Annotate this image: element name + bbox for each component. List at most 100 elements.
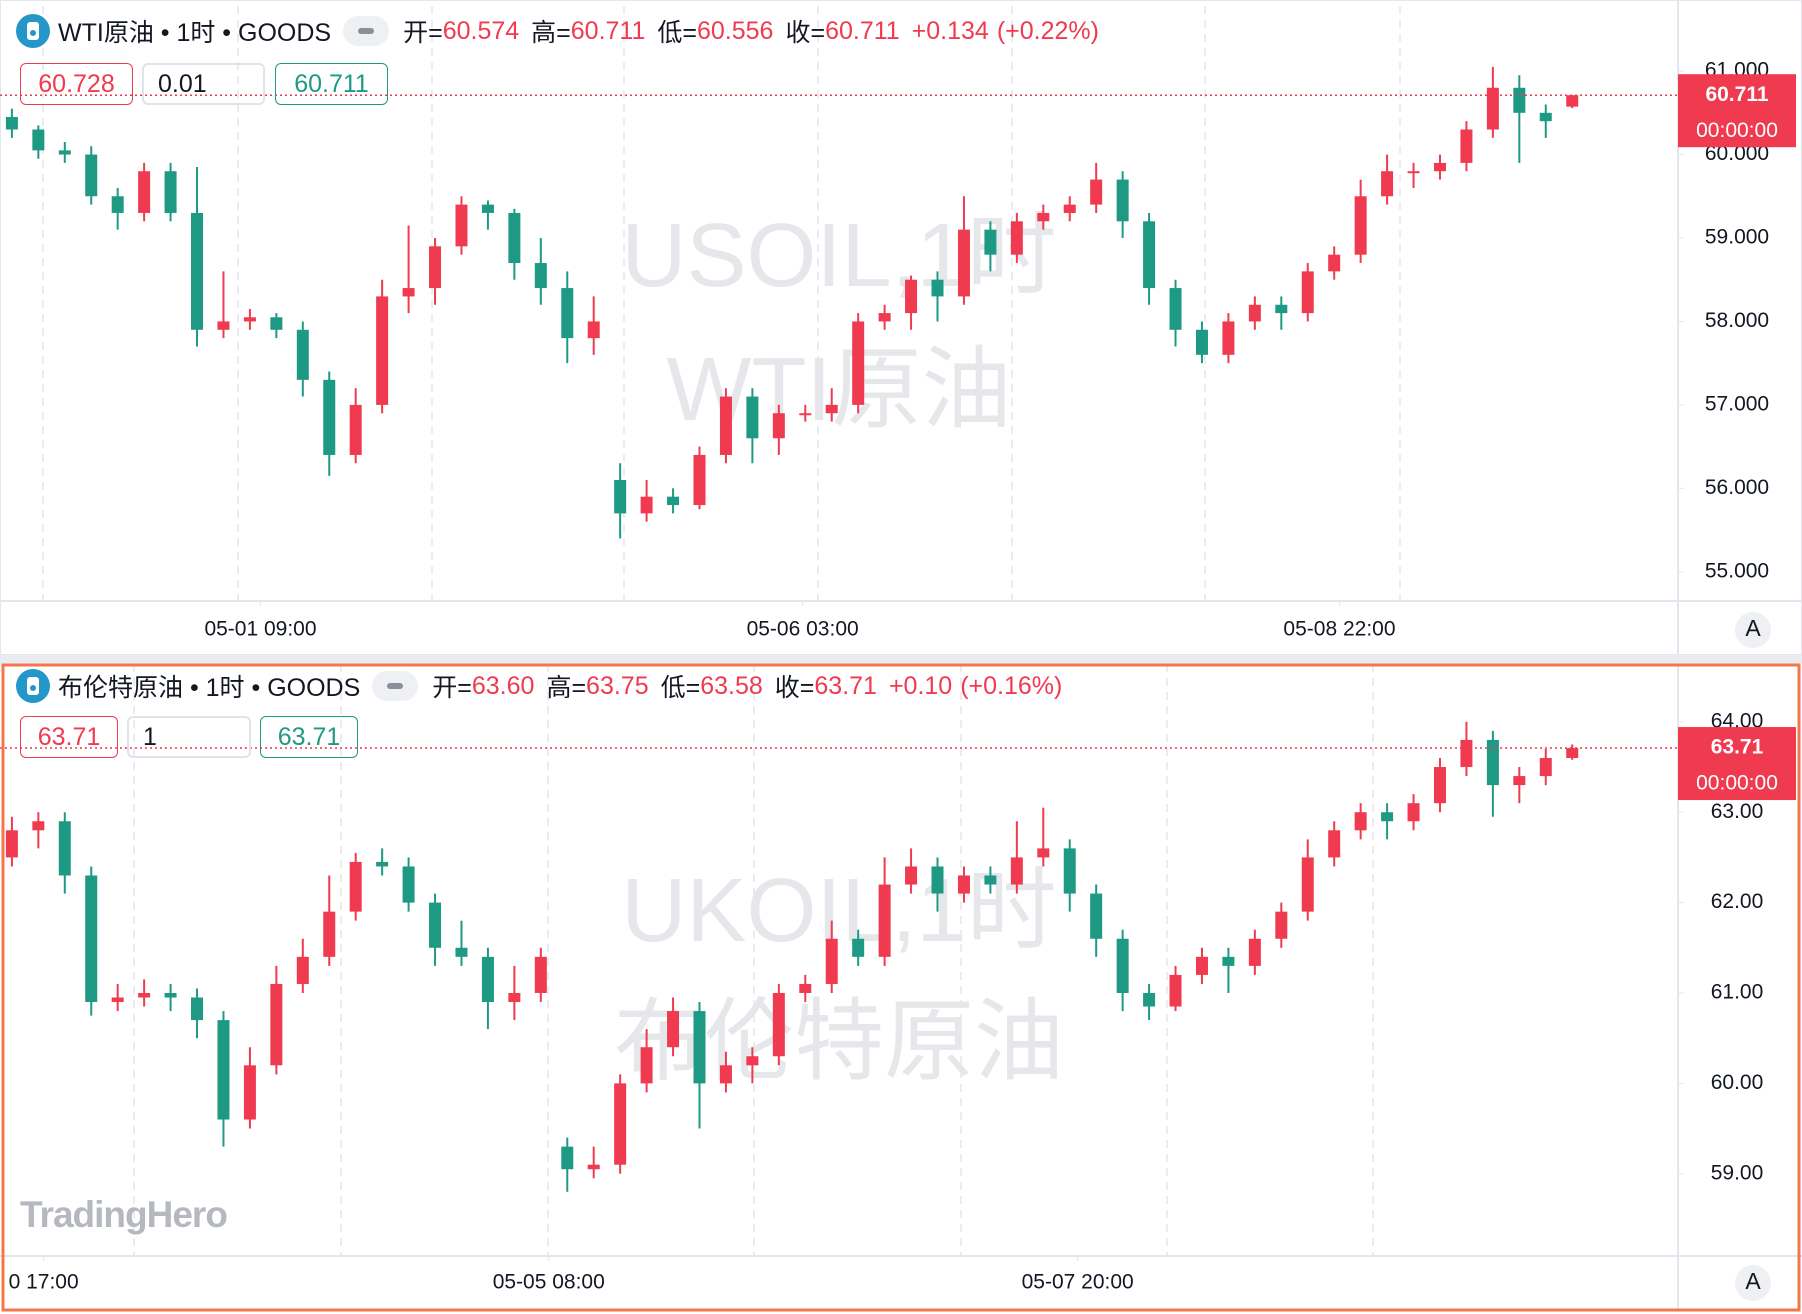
candle-body (799, 413, 812, 416)
candle-body (5, 116, 18, 130)
candle-body (614, 1083, 627, 1165)
legend: WTI原油 • 1时 • GOODS 开= 60.574 高= 60.711 低= 6… (16, 13, 1099, 49)
candle-body (481, 204, 494, 213)
candle-body (1328, 830, 1341, 858)
watermark: WTI原油 (667, 340, 1012, 440)
y-tick-label: 60.00 (1711, 1071, 1764, 1094)
candle-body (825, 404, 838, 414)
countdown: 00:00:00 (1696, 772, 1778, 795)
y-tick-label: 59.000 (1705, 226, 1769, 249)
candle-body (85, 875, 98, 1003)
candle-body (270, 983, 283, 1066)
candle-body (719, 396, 732, 455)
auto-scale-button[interactable] (1735, 1265, 1771, 1301)
buy-price[interactable]: 60.711 (275, 63, 388, 105)
candle-body (561, 288, 574, 339)
candle-body (1486, 87, 1499, 130)
candle-body (243, 317, 256, 322)
candle-body (1407, 171, 1420, 174)
sell-price[interactable]: 60.728 (20, 63, 133, 105)
open-label: 开= (432, 674, 472, 702)
y-tick-label: 59.00 (1711, 1161, 1764, 1184)
candle-body (1090, 179, 1103, 205)
candle-body (640, 496, 653, 514)
candle-body (1381, 171, 1394, 197)
candle-body (32, 129, 45, 151)
logo: TradingHero (20, 1194, 228, 1235)
candle-body (508, 992, 521, 1003)
candle-body (746, 1056, 759, 1066)
x-tick-label: 05-07 20:00 (1022, 1271, 1134, 1294)
candle-body (1063, 848, 1076, 894)
candle-body (243, 1065, 256, 1120)
watermark: UKOIL,1时 (621, 861, 1056, 961)
candle-body (1037, 848, 1050, 858)
candle-body (1222, 321, 1235, 355)
change-pct: (+0.16%) (960, 671, 1063, 700)
low-label: 低= (657, 19, 697, 47)
candle-body (957, 229, 970, 297)
candle-body (58, 821, 71, 876)
watermark: 布伦特原油 (614, 992, 1064, 1092)
candle-body (1063, 204, 1076, 213)
candle-body (878, 313, 891, 322)
x-tick-label: 05-06 03:00 (747, 618, 859, 641)
candle-body (455, 947, 468, 957)
x-tick-label: 05-05 08:00 (493, 1271, 605, 1294)
candle-body (349, 861, 362, 912)
candle-body (376, 861, 389, 867)
candle-body (1433, 162, 1446, 172)
auto-scale-label[interactable]: A (1745, 615, 1761, 641)
legend: 布伦特原油 • 1时 • GOODS 开= 63.60 高= 63.75 低= 63.… (16, 668, 1062, 704)
candle-body (164, 171, 177, 213)
auto-scale-button[interactable] (1735, 612, 1771, 648)
candle-body (852, 321, 865, 405)
panel-separator (0, 655, 1802, 664)
low-label: 低= (660, 674, 701, 702)
change-pct: (+0.22%) (996, 16, 1099, 45)
price-tag (1678, 727, 1796, 801)
candle-body (719, 1065, 732, 1084)
candle-body (1381, 812, 1394, 822)
candle-body (217, 321, 230, 330)
candle-body (1116, 179, 1129, 222)
candle-body (429, 246, 442, 289)
candle-body (799, 983, 812, 993)
buy-price[interactable]: 63.71 (260, 716, 358, 758)
candle-body (1328, 254, 1341, 272)
sell-price[interactable]: 63.71 (20, 716, 118, 758)
candle-body (1116, 938, 1129, 993)
price-tag-label: 60.711 (1705, 83, 1768, 106)
candle-body (1037, 212, 1050, 222)
candle-body (1354, 196, 1367, 255)
open-value: 60.574 (442, 16, 520, 45)
candle-body (1566, 748, 1579, 758)
candle-body (693, 454, 706, 506)
quantity-input[interactable]: 1 (127, 716, 251, 758)
y-tick-label: 61.00 (1711, 981, 1764, 1004)
toggle[interactable] (343, 16, 390, 46)
y-tick-label: 64.00 (1711, 709, 1764, 732)
toggle[interactable] (372, 671, 419, 701)
symbol-title: WTI原油 • 1时 • GOODS (58, 19, 332, 47)
candle-body (1195, 329, 1208, 355)
symbol-icon (16, 669, 50, 703)
quantity-input[interactable]: 0.01 (142, 63, 265, 105)
candle-body (1169, 974, 1182, 1007)
candle-body (138, 992, 151, 998)
candle-body (1460, 739, 1473, 768)
candle-body (349, 404, 362, 455)
auto-scale-label[interactable]: A (1745, 1268, 1761, 1294)
candle-body (1275, 911, 1288, 939)
low-value: 60.556 (696, 16, 774, 45)
candle-body (561, 1146, 574, 1170)
candle-body (1222, 956, 1235, 966)
price-tag-label: 63.71 (1711, 736, 1764, 759)
candle-body (1248, 304, 1261, 322)
candle-body (1539, 757, 1552, 777)
x-tick-label: 05-01 09:00 (204, 618, 316, 641)
candle-body (508, 212, 521, 264)
candle-body (587, 321, 600, 339)
